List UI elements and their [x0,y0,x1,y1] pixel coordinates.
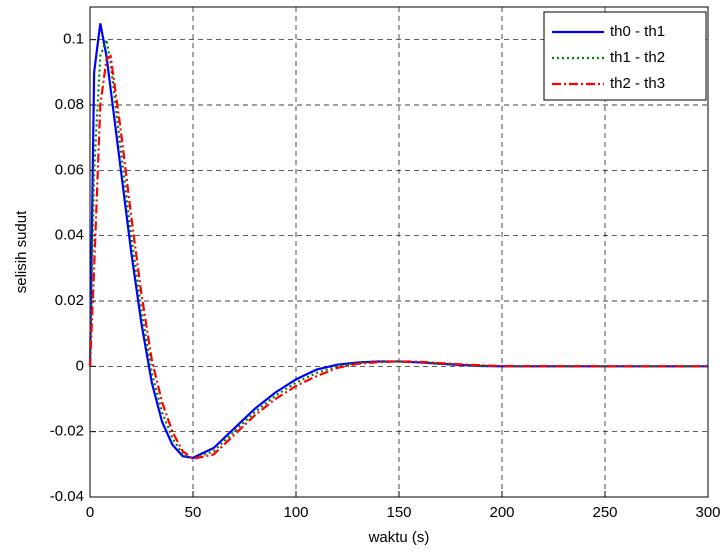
x-tick-label: 300 [695,504,720,521]
y-axis-label: selisih sudut [13,210,30,293]
y-tick-label: 0.02 [55,292,84,309]
y-tick-label: 0.06 [55,161,84,178]
y-tick-label: 0.1 [63,31,84,48]
y-tick-label: 0.04 [55,227,84,244]
x-tick-label: 50 [185,504,202,521]
y-tick-label: 0.08 [55,96,84,113]
line-series [88,53,708,460]
legend-label: th1 - th2 [610,49,665,66]
y-tick-label: -0.04 [50,488,84,505]
x-axis-label: waktu (s) [368,529,430,546]
y-tick-label: 0 [76,357,84,374]
axes-box [89,6,709,498]
x-tick-label: 0 [86,504,94,521]
y-tick-label: -0.02 [50,423,84,440]
legend-label: th2 - th3 [610,75,665,92]
x-tick-label: 250 [592,504,617,521]
x-tick-label: 150 [386,504,411,521]
x-tick-label: 200 [489,504,514,521]
line-series [88,35,708,460]
legend-box [543,11,707,101]
x-tick-label: 100 [283,504,308,521]
legend-label: th0 - th1 [610,23,665,40]
